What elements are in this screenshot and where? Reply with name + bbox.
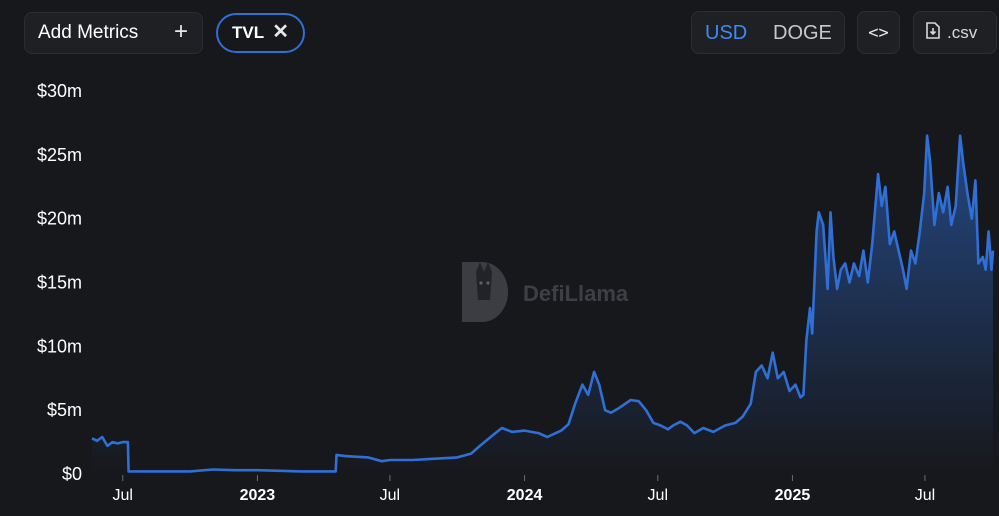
x-axis: Jul 2023 Jul 2024 Jul 2025 Jul: [113, 475, 935, 504]
y-tick-label: $15m: [37, 273, 82, 293]
y-tick-label: $0: [62, 464, 82, 484]
tvl-chip-label: TVL: [232, 23, 265, 42]
watermark-text: DefiLlama: [523, 281, 629, 306]
toolbar: Add Metrics + TVL ✕ USD DOGE <> .csv: [0, 0, 999, 66]
defillama-watermark: DefiLlama: [462, 262, 629, 322]
denomination-doge-button[interactable]: DOGE: [773, 22, 832, 44]
x-tick-label: Jul: [648, 487, 668, 504]
plus-icon: +: [173, 18, 188, 45]
llama-logo-icon: [462, 262, 508, 322]
csv-label: .csv: [947, 22, 978, 42]
y-tick-label: $30m: [37, 81, 82, 101]
y-tick-label: $10m: [37, 336, 82, 356]
add-metrics-label: Add Metrics: [38, 22, 139, 43]
denomination-toggle: USD DOGE: [691, 11, 845, 54]
code-icon: <>: [868, 22, 889, 43]
download-csv-button[interactable]: .csv: [913, 11, 997, 54]
embed-button[interactable]: <>: [857, 11, 900, 54]
add-metrics-button[interactable]: Add Metrics +: [24, 12, 203, 54]
x-tick-label: 2023: [240, 487, 276, 504]
tvl-area-fill: [92, 135, 993, 474]
x-tick-label: Jul: [915, 487, 935, 504]
y-axis: $0 $5m $10m $15m $20m $25m $30m: [37, 81, 82, 484]
x-tick-label: Jul: [113, 487, 133, 504]
x-tick-label: 2024: [507, 487, 543, 504]
tvl-metric-chip[interactable]: TVL ✕: [216, 13, 305, 53]
x-tick-label: 2025: [775, 487, 811, 504]
tvl-series-line: [91, 134, 995, 473]
y-tick-label: $20m: [37, 209, 82, 229]
close-icon[interactable]: ✕: [272, 21, 289, 43]
x-tick-label: Jul: [380, 487, 400, 504]
y-tick-label: $5m: [47, 400, 82, 420]
denomination-usd-button[interactable]: USD: [705, 22, 748, 44]
file-download-icon: [926, 21, 940, 44]
y-tick-label: $25m: [37, 145, 82, 165]
